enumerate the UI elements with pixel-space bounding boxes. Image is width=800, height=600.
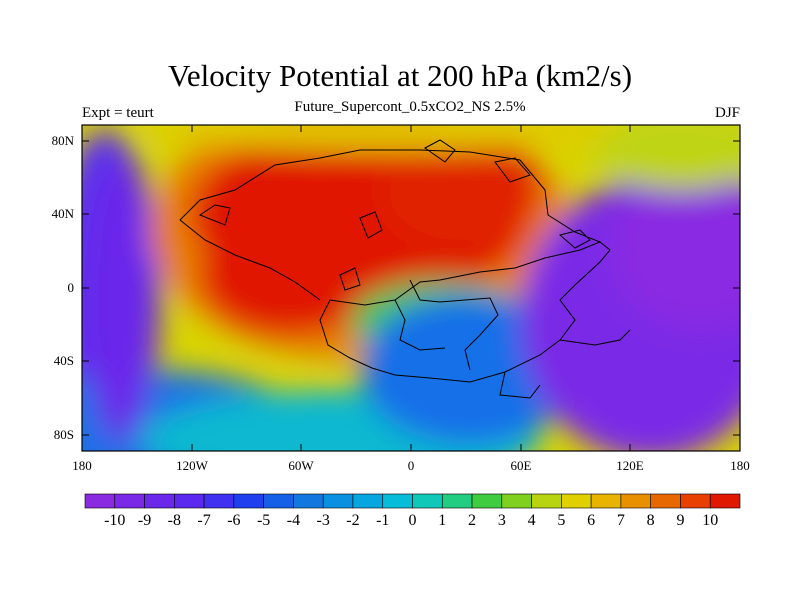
season-label: DJF bbox=[714, 105, 740, 121]
colorbar-swatch bbox=[263, 493, 294, 509]
lon-tick-label: 0 bbox=[408, 458, 415, 473]
colorbar-swatch bbox=[650, 493, 681, 509]
colorbar-label: 0 bbox=[409, 512, 417, 529]
colorbar-swatch bbox=[352, 493, 384, 509]
lon-tick-label: 180 bbox=[730, 458, 750, 473]
lon-tick-label: 180 bbox=[72, 458, 92, 473]
colorbar-swatch bbox=[114, 493, 145, 509]
colorbar-label: 1 bbox=[438, 512, 446, 529]
colorbar-label: 3 bbox=[498, 512, 506, 529]
longitude-axis: 180 120W 60W 0 60E 120E 180 bbox=[72, 125, 750, 473]
latitude-axis: 80N 40N 0 40S 80S bbox=[52, 133, 740, 442]
colorbar-swatch bbox=[441, 493, 473, 509]
colorbar-label: -2 bbox=[346, 512, 359, 529]
colorbar-label: -9 bbox=[138, 512, 151, 529]
colorbar-label: -1 bbox=[376, 512, 389, 529]
colorbar-label: -4 bbox=[287, 512, 300, 529]
colorbar-labels: -10 -9 -8 -7 -6 -5 -4 -3 -2 -1 0 1 2 3 4 5 6 7 8 9 10 bbox=[104, 512, 718, 529]
map-subtitle: Future_Supercont_0.5xCO2_NS 2.5% bbox=[294, 99, 526, 115]
lat-tick-label: 80N bbox=[52, 133, 75, 148]
colorbar-label: 5 bbox=[557, 512, 565, 529]
colorbar-label: 7 bbox=[617, 512, 625, 529]
colorbar-label: 2 bbox=[468, 512, 476, 529]
colorbar-label: -6 bbox=[227, 512, 240, 529]
lat-tick-label: 80S bbox=[54, 427, 74, 442]
colorbar-label: -7 bbox=[197, 512, 210, 529]
colorbar-label: 4 bbox=[528, 512, 536, 529]
lon-tick-label: 120W bbox=[176, 458, 209, 473]
lat-tick-label: 40N bbox=[52, 206, 75, 221]
colorbar-label: 10 bbox=[702, 512, 718, 529]
map-title: Velocity Potential at 200 hPa (km2/s) bbox=[167, 58, 633, 93]
colorbar bbox=[84, 493, 741, 509]
colorbar-swatch bbox=[293, 493, 324, 509]
velocity-field bbox=[82, 125, 740, 451]
colorbar-swatch bbox=[144, 493, 175, 509]
colorbar-label: -10 bbox=[104, 512, 125, 529]
colorbar-swatch bbox=[84, 493, 116, 509]
colorbar-swatch bbox=[233, 493, 264, 509]
colorbar-swatch bbox=[203, 493, 235, 509]
experiment-label: Expt = teurt bbox=[82, 105, 154, 121]
colorbar-swatch bbox=[561, 493, 592, 509]
lon-tick-label: 60E bbox=[511, 458, 532, 473]
colorbar-swatch bbox=[322, 493, 354, 509]
colorbar-swatch bbox=[709, 493, 741, 509]
colorbar-swatch bbox=[620, 493, 651, 509]
colorbar-label: -8 bbox=[168, 512, 181, 529]
colorbar-label: 9 bbox=[676, 512, 684, 529]
lon-tick-label: 120E bbox=[616, 458, 644, 473]
colorbar-swatch bbox=[174, 493, 205, 509]
colorbar-swatch bbox=[382, 493, 413, 509]
colorbar-label: -5 bbox=[257, 512, 270, 529]
lat-tick-label: 0 bbox=[68, 280, 75, 295]
colorbar-label: 6 bbox=[587, 512, 595, 529]
colorbar-label: -3 bbox=[317, 512, 330, 529]
lat-tick-label: 40S bbox=[54, 353, 74, 368]
lon-tick-label: 60W bbox=[288, 458, 314, 473]
colorbar-swatch bbox=[412, 493, 443, 509]
coastline bbox=[179, 139, 631, 399]
colorbar-swatch bbox=[531, 493, 562, 509]
colorbar-swatch bbox=[680, 493, 711, 509]
colorbar-swatch bbox=[590, 493, 622, 509]
colorbar-swatch bbox=[471, 493, 503, 509]
colorbar-swatch bbox=[501, 493, 532, 509]
colorbar-label: 8 bbox=[647, 512, 655, 529]
